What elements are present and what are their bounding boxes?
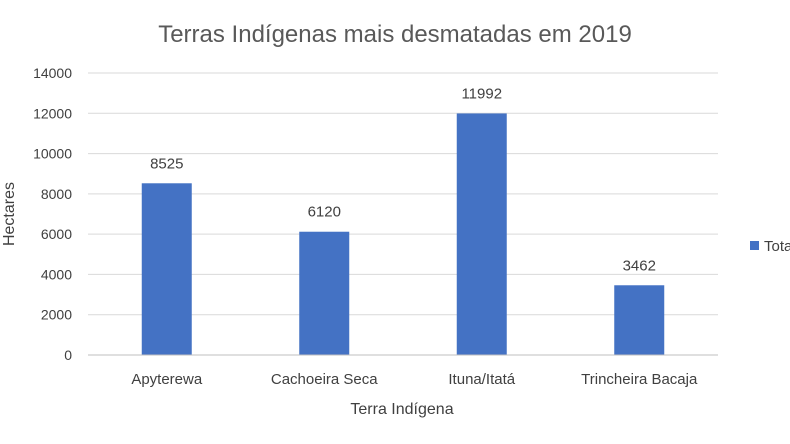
chart-title: Terras Indígenas mais desmatadas em 2019 bbox=[158, 21, 632, 48]
y-tick-label: 6000 bbox=[41, 226, 72, 242]
x-category-label: Ituna/Itatá bbox=[448, 371, 515, 388]
data-label: 6120 bbox=[308, 204, 341, 221]
data-labels: 8525 6120 11992 3462 bbox=[150, 85, 656, 274]
y-tick-label: 4000 bbox=[41, 266, 72, 282]
x-category-label: Cachoeira Seca bbox=[271, 371, 378, 388]
bar bbox=[141, 183, 192, 355]
data-label: 11992 bbox=[461, 85, 502, 102]
x-axis-title: Terra Indígena bbox=[350, 401, 453, 418]
y-tick-label: 2000 bbox=[41, 307, 72, 323]
y-tick-label: 0 bbox=[64, 347, 72, 363]
y-tick-label: 10000 bbox=[33, 146, 72, 162]
bar bbox=[614, 285, 665, 355]
y-tick-label: 8000 bbox=[41, 186, 72, 202]
y-tick-label: 12000 bbox=[33, 105, 72, 121]
x-category-label: Apyterewa bbox=[131, 371, 203, 388]
bar bbox=[456, 113, 507, 355]
y-tick-label: 14000 bbox=[33, 65, 72, 81]
x-category-label: Trincheira Bacaja bbox=[581, 371, 698, 388]
data-label: 3462 bbox=[623, 257, 656, 274]
data-label: 8525 bbox=[150, 155, 183, 172]
bar bbox=[299, 231, 350, 355]
x-axis-categories: Apyterewa Cachoeira Seca Ituna/Itatá Trinch… bbox=[131, 371, 698, 388]
y-axis-ticks: 0 2000 4000 6000 8000 10000 12000 14000 bbox=[33, 65, 72, 363]
y-axis-title: Hectares bbox=[1, 182, 18, 246]
legend-swatch bbox=[750, 241, 759, 250]
legend: Tota bbox=[750, 238, 790, 255]
bars bbox=[141, 113, 665, 355]
gridlines bbox=[88, 72, 718, 316]
legend-label: Tota bbox=[764, 238, 790, 255]
